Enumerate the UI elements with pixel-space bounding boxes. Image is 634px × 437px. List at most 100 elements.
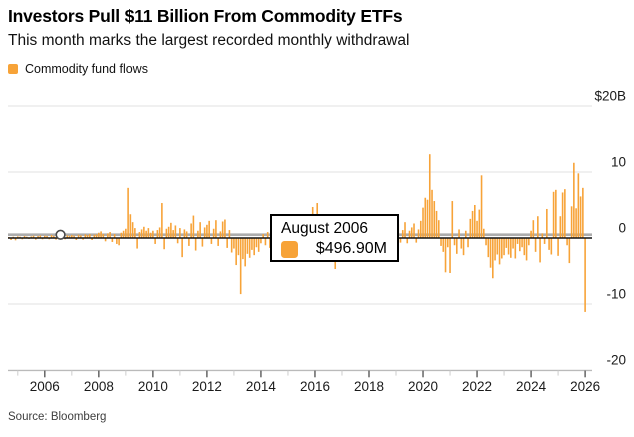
flow-bar[interactable] bbox=[460, 238, 463, 249]
flow-bar[interactable] bbox=[489, 238, 492, 268]
flow-bar[interactable] bbox=[478, 209, 481, 238]
flow-bar[interactable] bbox=[566, 238, 568, 246]
flow-bar[interactable] bbox=[431, 189, 433, 238]
flow-bar[interactable] bbox=[206, 224, 208, 238]
flow-bar[interactable] bbox=[483, 228, 485, 238]
flow-bar[interactable] bbox=[471, 210, 474, 238]
flow-bar[interactable] bbox=[244, 238, 246, 267]
flow-bar[interactable] bbox=[134, 228, 136, 238]
flow-bar[interactable] bbox=[158, 227, 161, 238]
flow-bar[interactable] bbox=[219, 231, 222, 238]
flow-bar[interactable] bbox=[537, 216, 539, 238]
flow-bar[interactable] bbox=[469, 218, 472, 238]
flow-bar[interactable] bbox=[573, 162, 575, 238]
flow-bar[interactable] bbox=[579, 196, 582, 238]
flow-bar[interactable] bbox=[262, 234, 264, 238]
flow-bar[interactable] bbox=[30, 236, 33, 238]
flow-bar[interactable] bbox=[501, 238, 503, 259]
flow-bar[interactable] bbox=[118, 238, 120, 246]
flow-bar[interactable] bbox=[147, 228, 150, 238]
flow-bar[interactable] bbox=[498, 238, 501, 265]
flow-bar[interactable] bbox=[228, 230, 231, 238]
flow-bar[interactable] bbox=[492, 238, 494, 279]
flow-bar[interactable] bbox=[413, 223, 415, 238]
flow-bar[interactable] bbox=[14, 238, 17, 241]
flow-bar[interactable] bbox=[496, 238, 499, 255]
flow-bar[interactable] bbox=[167, 226, 170, 238]
flow-bar[interactable] bbox=[582, 187, 584, 238]
flow-bar[interactable] bbox=[212, 228, 215, 238]
flow-bar[interactable] bbox=[525, 238, 528, 261]
flow-bar[interactable] bbox=[235, 238, 237, 266]
flow-bar[interactable] bbox=[111, 238, 114, 242]
flow-bar[interactable] bbox=[143, 226, 145, 238]
flow-bar[interactable] bbox=[91, 238, 93, 240]
flow-bar[interactable] bbox=[199, 222, 201, 238]
flow-bar[interactable] bbox=[530, 230, 532, 238]
flow-bar[interactable] bbox=[176, 238, 179, 244]
flow-bar[interactable] bbox=[217, 238, 219, 246]
flow-bar[interactable] bbox=[53, 236, 55, 238]
flow-bar[interactable] bbox=[251, 238, 253, 250]
flow-bar[interactable] bbox=[266, 232, 269, 238]
flow-bar[interactable] bbox=[260, 238, 262, 244]
flow-bar[interactable] bbox=[485, 238, 487, 246]
flow-bar[interactable] bbox=[264, 238, 267, 246]
flow-bar[interactable] bbox=[73, 235, 75, 238]
flow-bar[interactable] bbox=[149, 232, 152, 238]
flow-bar[interactable] bbox=[417, 229, 420, 238]
flow-bar[interactable] bbox=[224, 219, 226, 238]
flow-bar[interactable] bbox=[183, 229, 186, 238]
flow-bar[interactable] bbox=[104, 238, 107, 242]
flow-bar[interactable] bbox=[555, 189, 557, 238]
flow-bar[interactable] bbox=[534, 238, 537, 252]
flow-bar[interactable] bbox=[480, 175, 483, 238]
flow-bar[interactable] bbox=[419, 220, 422, 238]
flow-bar[interactable] bbox=[230, 238, 233, 253]
flow-bar[interactable] bbox=[410, 227, 413, 238]
flow-bar[interactable] bbox=[539, 238, 541, 263]
flow-bar[interactable] bbox=[37, 236, 39, 238]
flow-bar[interactable] bbox=[494, 238, 496, 261]
flow-bar[interactable] bbox=[201, 238, 204, 247]
flow-bar[interactable] bbox=[221, 221, 224, 239]
flow-bar[interactable] bbox=[95, 234, 98, 238]
flow-bar[interactable] bbox=[532, 220, 535, 238]
flow-bar[interactable] bbox=[541, 233, 544, 238]
flow-bar[interactable] bbox=[568, 238, 571, 264]
flow-bar[interactable] bbox=[55, 238, 57, 240]
flow-bar[interactable] bbox=[552, 191, 555, 238]
flow-bar[interactable] bbox=[17, 236, 19, 238]
flow-bar[interactable] bbox=[100, 231, 102, 238]
flow-bar[interactable] bbox=[127, 187, 129, 238]
flow-bar[interactable] bbox=[464, 230, 467, 238]
flow-bar[interactable] bbox=[129, 214, 132, 238]
flow-bar[interactable] bbox=[46, 236, 48, 238]
flow-bar[interactable] bbox=[437, 220, 440, 238]
flow-bar[interactable] bbox=[453, 238, 456, 246]
flow-bar[interactable] bbox=[458, 229, 460, 238]
flow-bar[interactable] bbox=[102, 234, 105, 238]
flow-bar[interactable] bbox=[584, 238, 586, 312]
flow-bar[interactable] bbox=[406, 238, 409, 244]
flow-bar[interactable] bbox=[557, 238, 559, 256]
flow-bar[interactable] bbox=[181, 238, 183, 258]
flow-bar[interactable] bbox=[467, 238, 469, 248]
flow-bar[interactable] bbox=[84, 234, 87, 238]
flow-bar[interactable] bbox=[208, 220, 210, 238]
flow-bar[interactable] bbox=[237, 238, 240, 256]
flow-bar[interactable] bbox=[39, 235, 42, 238]
flow-bar[interactable] bbox=[80, 235, 82, 238]
flow-bar[interactable] bbox=[140, 229, 143, 238]
flow-bar[interactable] bbox=[246, 238, 249, 254]
flow-bar[interactable] bbox=[125, 228, 127, 238]
flow-bar[interactable] bbox=[136, 238, 138, 249]
flow-bar[interactable] bbox=[35, 238, 37, 240]
flow-bar[interactable] bbox=[444, 238, 447, 273]
flow-bar[interactable] bbox=[510, 238, 512, 258]
flow-bar[interactable] bbox=[174, 225, 177, 238]
flow-bar[interactable] bbox=[257, 238, 260, 252]
flow-bar[interactable] bbox=[233, 238, 235, 249]
flow-bar[interactable] bbox=[550, 238, 553, 255]
flow-bar[interactable] bbox=[476, 220, 478, 238]
